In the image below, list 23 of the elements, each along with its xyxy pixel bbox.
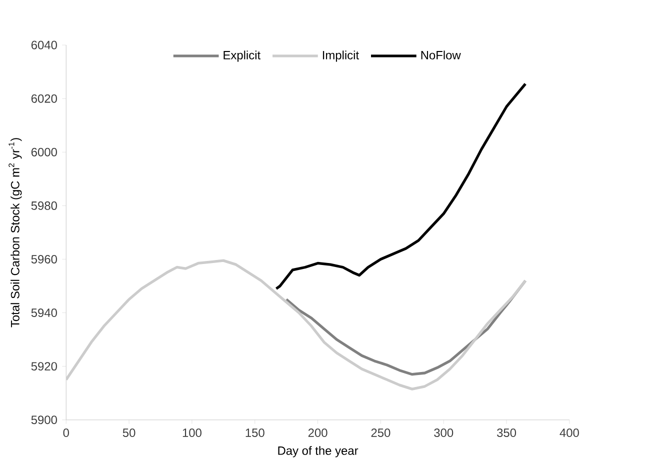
legend-label: NoFlow bbox=[421, 50, 461, 60]
x-tick-label: 200 bbox=[308, 428, 328, 438]
y-tick-label: 5980 bbox=[31, 201, 57, 210]
y-tick-label: 6040 bbox=[31, 40, 57, 50]
x-tick-label: 50 bbox=[122, 428, 136, 438]
y-axis-title: Total Soil Carbon Stock (gC m$^{2}$ yr$^{-1}$) bbox=[8, 138, 22, 328]
legend-label: Explicit bbox=[224, 50, 260, 62]
x-axis-title: Day of the year bbox=[278, 446, 358, 458]
y-tick-label: 5920 bbox=[31, 362, 57, 371]
x-tick-label: 250 bbox=[371, 428, 390, 438]
x-tick-label: 150 bbox=[246, 428, 264, 438]
x-tick-label: 0 bbox=[63, 428, 69, 438]
legend-label: Implicit bbox=[322, 50, 359, 62]
y-tick-label: 6000 bbox=[31, 148, 57, 156]
y-tick-label: 5940 bbox=[31, 308, 57, 318]
y-tick-label: 5960 bbox=[31, 255, 57, 264]
x-tick-label: 300 bbox=[434, 428, 454, 438]
x-tick-label: 400 bbox=[560, 428, 579, 438]
line-series bbox=[274, 82, 527, 290]
x-tick-label: 100 bbox=[182, 428, 202, 438]
x-tick-label: 350 bbox=[497, 428, 516, 438]
y-tick-label: 6020 bbox=[31, 94, 57, 103]
y-tick-label: 5900 bbox=[31, 416, 57, 424]
